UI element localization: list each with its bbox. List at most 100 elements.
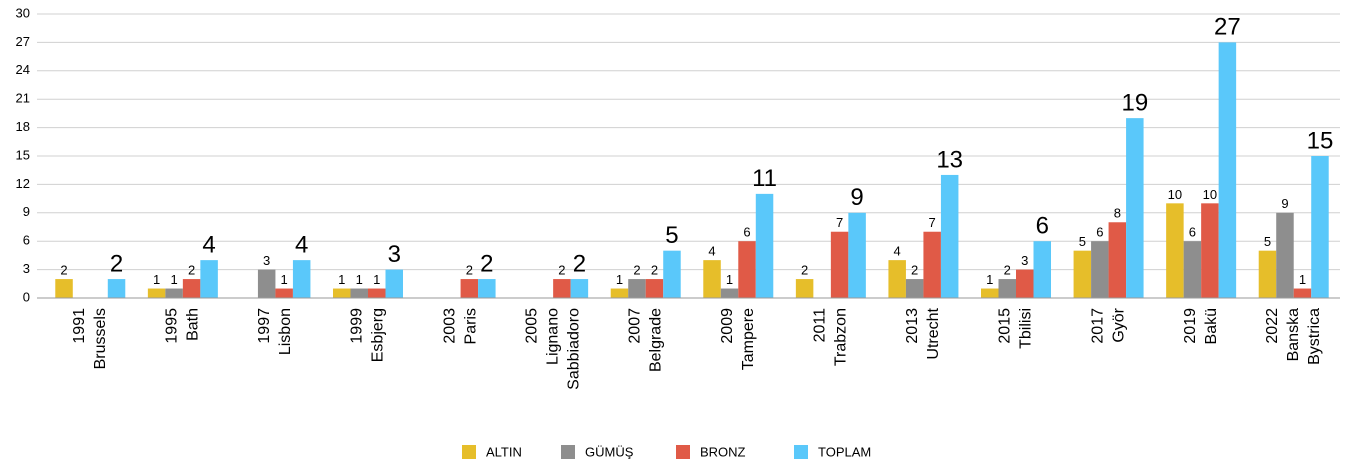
data-label: 4 <box>295 231 308 258</box>
x-tick-label: Bystrica <box>1306 308 1323 365</box>
x-tick-label: Belgrade <box>647 308 664 372</box>
x-tick-label: Sabbiadoro <box>565 308 582 390</box>
data-label: 2 <box>60 263 67 278</box>
bar <box>755 193 774 298</box>
x-tick-label: Tampere <box>740 308 757 370</box>
x-tick-label: Bakü <box>1203 308 1220 344</box>
data-label: 2 <box>558 263 565 278</box>
legend-swatch <box>794 445 808 459</box>
bar <box>923 231 941 298</box>
bar <box>333 288 351 298</box>
bar <box>1201 203 1219 298</box>
data-label: 2 <box>480 250 493 277</box>
bar <box>553 279 571 298</box>
x-tick-label: 2019 <box>1182 308 1199 344</box>
x-tick-label: Paris <box>462 308 479 344</box>
data-label: 3 <box>388 241 401 268</box>
bar <box>1276 212 1294 298</box>
data-label: 3 <box>263 253 270 268</box>
y-tick-label: 24 <box>16 62 30 77</box>
x-tick-label: 1991 <box>71 308 88 344</box>
x-tick-label: Utrecht <box>925 307 942 359</box>
bar <box>1166 203 1184 298</box>
y-tick-label: 30 <box>16 5 30 20</box>
data-label: 1 <box>170 272 177 287</box>
x-tick-label: 2009 <box>719 308 736 344</box>
x-tick-label: 2007 <box>626 308 643 344</box>
bar <box>888 260 906 298</box>
x-tick-label: 1999 <box>349 308 366 344</box>
legend-label: GÜMÜŞ <box>585 444 634 459</box>
bar <box>165 288 183 298</box>
legend-label: TOPLAM <box>818 444 871 459</box>
data-label: 6 <box>1096 225 1103 240</box>
data-label: 1 <box>616 272 623 287</box>
data-label: 1 <box>726 272 733 287</box>
x-tick-label: Györ <box>1110 307 1127 342</box>
bar <box>200 260 218 298</box>
bar <box>107 279 126 298</box>
y-tick-label: 15 <box>16 147 30 162</box>
x-tick-label: 2015 <box>997 308 1014 344</box>
data-label: 1 <box>356 272 363 287</box>
legend-label: BRONZ <box>700 444 746 459</box>
data-label: 19 <box>1121 89 1148 116</box>
data-label: 9 <box>1281 196 1288 211</box>
bar <box>830 231 849 298</box>
data-label: 1 <box>338 272 345 287</box>
data-label: 2 <box>911 263 918 278</box>
y-tick-label: 18 <box>16 119 30 134</box>
bar <box>55 279 73 298</box>
data-label: 4 <box>708 244 715 259</box>
data-label: 2 <box>651 263 658 278</box>
x-tick-label: Banska <box>1285 308 1302 361</box>
data-label: 1 <box>281 272 288 287</box>
data-label: 1 <box>1299 272 1306 287</box>
bar <box>905 279 924 298</box>
x-tick-label: 1997 <box>256 308 273 344</box>
bar <box>1108 222 1127 298</box>
data-label: 9 <box>850 184 863 211</box>
legend-swatch <box>462 445 476 459</box>
data-label: 1 <box>373 272 380 287</box>
data-label: 5 <box>665 222 678 249</box>
data-label: 2 <box>801 263 808 278</box>
bar <box>182 279 201 298</box>
bar <box>368 288 386 298</box>
y-tick-label: 3 <box>23 261 30 276</box>
x-tick-label: 2017 <box>1089 308 1106 344</box>
y-tick-label: 21 <box>16 91 30 106</box>
data-label: 2 <box>1004 263 1011 278</box>
bar <box>795 279 814 298</box>
data-label: 5 <box>1264 234 1271 249</box>
data-label: 11 <box>752 165 777 192</box>
y-tick-label: 27 <box>16 34 30 49</box>
bar <box>350 288 368 298</box>
bar <box>1126 118 1144 298</box>
x-tick-label: Lisbon <box>277 308 294 355</box>
data-label: 6 <box>1036 213 1049 240</box>
bar <box>1033 241 1051 298</box>
bar <box>848 212 866 298</box>
bar <box>292 260 311 298</box>
data-label: 6 <box>743 225 750 240</box>
data-label: 2 <box>110 250 123 277</box>
data-label: 10 <box>1168 187 1182 202</box>
x-tick-label: 1995 <box>164 308 181 344</box>
data-label: 13 <box>936 146 963 173</box>
y-tick-label: 9 <box>23 204 30 219</box>
data-label: 2 <box>188 263 195 278</box>
y-tick-label: 6 <box>23 233 30 248</box>
bar <box>570 279 589 298</box>
data-label: 15 <box>1307 127 1334 154</box>
data-label: 8 <box>1114 206 1121 221</box>
bar <box>703 260 721 298</box>
bar <box>998 279 1016 298</box>
bar <box>720 288 739 298</box>
bar <box>1091 241 1109 298</box>
x-tick-label: Trabzon <box>833 308 850 366</box>
bar <box>275 288 293 298</box>
data-label: 5 <box>1079 234 1086 249</box>
x-tick-label: 2003 <box>441 308 458 344</box>
